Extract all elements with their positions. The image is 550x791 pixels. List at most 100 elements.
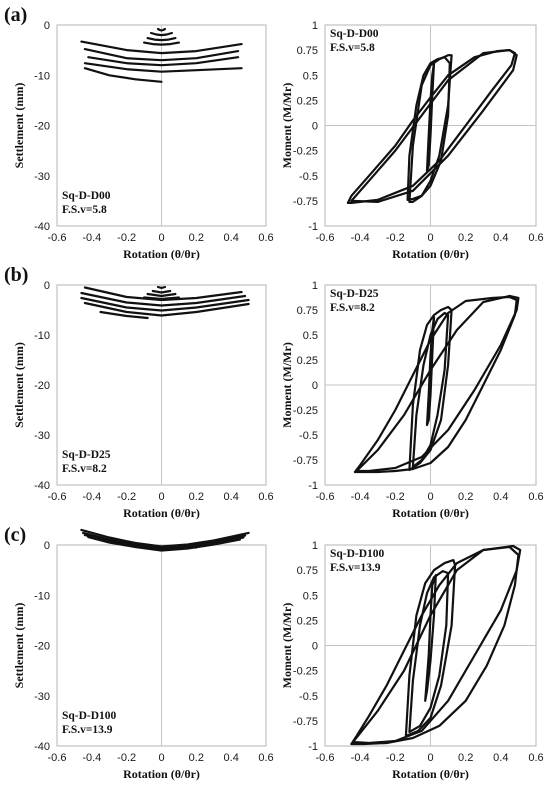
annotation-line: F.S.v=5.8 [330, 42, 375, 54]
y-tick-label: 0.25 [297, 95, 318, 107]
x-tick-label: -0.2 [117, 491, 136, 503]
y-tick-label: 0 [312, 380, 318, 392]
annotation-line: F.S.v=8.2 [330, 302, 375, 314]
series-line-4 [160, 544, 198, 549]
y-tick-label: -1 [308, 221, 318, 233]
x-tick-label: -0.6 [48, 752, 67, 764]
x-axis-label: Rotation (θ/θr) [392, 247, 469, 261]
x-axis-label: Rotation (θ/θr) [123, 506, 200, 520]
x-tick-label: -0.6 [48, 232, 67, 244]
annotation-line: F.S.v=5.8 [62, 204, 107, 216]
panel-label: (b) [4, 264, 28, 286]
x-tick-label: -0.4 [82, 232, 101, 244]
x-tick-label: 0.2 [458, 232, 473, 244]
y-tick-label: -1 [308, 480, 318, 492]
chart-panel-5: -0.6 -0.4 -0.2 0 0.2 0.4 0.6 1 0.75 0.5 0.25 0 -0.25… [280, 540, 544, 781]
y-tick-label: -30 [34, 691, 50, 703]
y-axis-label: Moment (M/Mr) [280, 83, 294, 169]
y-tick-label: -0.75 [293, 455, 318, 467]
y-tick-label: 0.25 [297, 355, 318, 367]
x-tick-label: 0.2 [189, 752, 204, 764]
annotation-line: Sq-D-D00 [330, 28, 379, 40]
y-tick-label: -10 [34, 70, 50, 82]
x-tick-label: -0.4 [82, 752, 101, 764]
y-tick-label: -0.5 [299, 430, 318, 442]
y-tick-label: -0.25 [293, 405, 318, 417]
y-tick-label: 0 [312, 121, 318, 133]
series-line-3 [411, 311, 450, 469]
chart-panel-1: -0.6 -0.4 -0.2 0 0.2 0.4 0.6 1 0.75 0.5 0.25 0 -0.25… [280, 20, 544, 261]
x-tick-label: 0 [158, 752, 164, 764]
x-tick-label: 0.2 [189, 232, 204, 244]
series-line-0 [156, 285, 167, 290]
x-tick-label: 0.4 [493, 232, 508, 244]
x-tick-label: 0.2 [458, 491, 473, 503]
y-tick-label: -10 [34, 590, 50, 602]
series-line-2 [404, 559, 457, 738]
y-tick-label: 0.75 [297, 565, 318, 577]
x-tick-label: 0.6 [528, 491, 543, 503]
series-line-4 [424, 574, 437, 702]
y-tick-label: -40 [34, 480, 50, 492]
y-tick-label: 0.75 [297, 305, 318, 317]
y-axis-label: Settlement (mm) [12, 342, 26, 428]
annotation-line: F.S.v=13.9 [62, 724, 113, 736]
series-line-3 [406, 56, 451, 201]
x-tick-label: 0.6 [258, 232, 273, 244]
x-tick-label: 0.4 [224, 752, 239, 764]
series-line-1 [151, 289, 172, 294]
series-line-4 [83, 286, 243, 302]
y-tick-label: 1 [312, 20, 318, 32]
series-line-7 [83, 62, 243, 73]
x-tick-label: 0.6 [258, 491, 273, 503]
y-tick-label: -0.75 [293, 716, 318, 728]
x-tick-label: 0 [427, 232, 433, 244]
series-line-0 [353, 295, 518, 474]
series-line-5 [80, 291, 247, 307]
x-tick-label: 0.6 [258, 752, 273, 764]
y-axis-label: Moment (M/Mr) [280, 342, 294, 428]
x-tick-label: -0.2 [386, 491, 405, 503]
y-tick-label: 1 [312, 540, 318, 552]
x-tick-label: 0.6 [528, 232, 543, 244]
y-tick-label: -1 [308, 741, 318, 753]
x-tick-label: 0.4 [224, 232, 239, 244]
x-tick-label: 0 [158, 232, 164, 244]
series-line-1 [355, 294, 520, 473]
annotation-line: Sq-D-D25 [330, 288, 379, 300]
y-tick-label: -0.25 [293, 146, 318, 158]
panel-label: (c) [4, 524, 26, 546]
y-tick-label: 0.5 [303, 330, 318, 342]
series-line-3 [408, 570, 450, 733]
annotation-line: Sq-D-D25 [62, 449, 111, 461]
series-line-1 [350, 49, 518, 203]
y-tick-label: -0.5 [299, 691, 318, 703]
chart-panel-2: -0.6 -0.4 -0.2 0 0.2 0.4 0.6 0 -10 -20 -30 -40 Rotat… [4, 264, 274, 520]
series-line-2 [408, 305, 453, 472]
y-axis-label: Moment (M/Mr) [280, 603, 294, 689]
y-tick-label: 0 [44, 540, 50, 552]
y-tick-label: -20 [34, 121, 50, 133]
y-tick-label: -0.75 [293, 196, 318, 208]
annotation-line: F.S.v=13.9 [330, 562, 381, 574]
series-line-3 [87, 535, 241, 552]
x-axis-label: Rotation (θ/θr) [123, 767, 200, 781]
x-tick-label: 0.2 [189, 491, 204, 503]
x-tick-label: 0 [427, 491, 433, 503]
series-line-3 [143, 41, 180, 46]
x-tick-label: -0.4 [351, 752, 370, 764]
chart-panel-0: -0.6 -0.4 -0.2 0 0.2 0.4 0.6 0 -10 -20 -30 -40 Rotat… [4, 4, 274, 261]
x-tick-label: 0 [158, 491, 164, 503]
x-tick-label: -0.2 [117, 752, 136, 764]
x-axis-label: Rotation (θ/θr) [123, 247, 200, 261]
series-line-0 [156, 27, 167, 32]
annotation-line: Sq-D-D100 [330, 548, 385, 560]
x-tick-label: 0.6 [528, 752, 543, 764]
series-line-8 [99, 310, 149, 320]
y-tick-label: 0 [44, 280, 50, 292]
x-tick-label: -0.6 [316, 752, 335, 764]
series-line-6 [80, 296, 250, 312]
y-tick-label: -40 [34, 741, 50, 753]
x-tick-label: 0.4 [224, 491, 239, 503]
